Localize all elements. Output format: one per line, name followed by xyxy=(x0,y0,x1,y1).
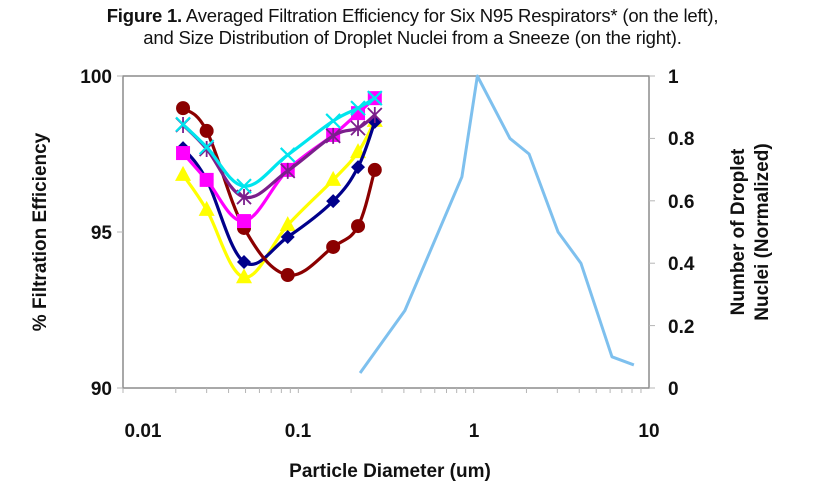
diamond-marker xyxy=(280,229,295,244)
diamond-marker xyxy=(326,194,341,209)
triangle-marker xyxy=(236,268,253,284)
x-marker-shape xyxy=(350,100,366,116)
caption-line-1: Figure 1. Averaged Filtration Efficiency… xyxy=(0,5,825,27)
x-tick-label: 10 xyxy=(638,421,659,442)
figure-caption: Figure 1. Averaged Filtration Efficiency… xyxy=(0,5,825,49)
series-respirator-d xyxy=(176,114,382,269)
square-marker-shape xyxy=(176,146,191,161)
star-marker xyxy=(367,107,383,123)
triangle-marker-shape xyxy=(236,268,253,284)
y2-tick-label: 0.2 xyxy=(668,317,694,338)
triangle-marker-shape xyxy=(279,216,296,232)
x-tick-label: 0.01 xyxy=(125,421,162,442)
circle-marker xyxy=(367,162,382,177)
y2-axis-title-line-2: Nuclei (Normalized) xyxy=(752,143,773,320)
circle-marker-shape xyxy=(326,239,341,254)
tick-labels: 0.01 0.1 1 10 90 95 100 0 0.2 0.4 0.6 0.… xyxy=(80,67,695,442)
square-marker xyxy=(176,146,191,161)
star-marker-shape xyxy=(325,127,341,144)
triangle-marker-shape xyxy=(175,165,192,181)
y2-axis-title-line-1: Number of Droplet xyxy=(728,148,749,315)
x-tick-label: 0.1 xyxy=(285,421,312,442)
triangle-marker xyxy=(279,216,296,232)
x-marker-shape xyxy=(279,147,296,163)
triangle-marker-shape xyxy=(325,170,342,186)
series-respirator-c xyxy=(175,90,383,194)
diamond-marker-shape xyxy=(326,194,341,209)
diamond-marker xyxy=(237,254,252,269)
circle-marker xyxy=(199,123,214,138)
star-marker xyxy=(236,189,252,206)
circle-marker xyxy=(351,219,366,234)
figure-label: Figure 1. xyxy=(106,5,183,26)
caption-line-2: and Size Distribution of Droplet Nuclei … xyxy=(143,27,682,48)
y2-tick-label: 0 xyxy=(668,379,679,400)
x-marker xyxy=(279,147,296,163)
star-marker xyxy=(280,162,296,179)
y-tick-label: 90 xyxy=(91,379,112,400)
sneeze-distribution-line xyxy=(358,74,635,374)
circle-marker-shape xyxy=(351,219,366,234)
circle-marker xyxy=(176,101,191,116)
y2-tick-label: 0.6 xyxy=(668,192,694,213)
x-marker-shape xyxy=(175,116,191,133)
series-layer xyxy=(175,74,635,374)
star-marker xyxy=(350,120,366,137)
circle-marker xyxy=(280,268,295,283)
star-marker-shape xyxy=(236,189,252,206)
triangle-marker-shape xyxy=(198,200,215,216)
y-tick-label: 95 xyxy=(91,223,113,244)
series-respirator-b xyxy=(175,107,383,206)
y2-tick-label: 0.4 xyxy=(668,254,695,275)
triangle-marker xyxy=(175,165,192,181)
x-marker-shape xyxy=(325,113,341,129)
x-marker xyxy=(236,178,252,194)
circle-marker-shape xyxy=(367,162,382,177)
y-tick-label: 100 xyxy=(80,67,112,88)
x-tick-label: 1 xyxy=(469,421,480,442)
x-marker-shape xyxy=(236,178,252,194)
x-marker xyxy=(198,139,215,155)
square-marker-shape xyxy=(199,172,214,187)
square-marker xyxy=(199,172,214,187)
diamond-marker-shape xyxy=(351,160,366,175)
x-axis-title: Particle Diameter (um) xyxy=(289,461,491,482)
circle-marker-shape xyxy=(176,101,191,116)
x-marker xyxy=(350,100,366,116)
diamond-marker-shape xyxy=(237,254,252,269)
triangle-marker xyxy=(325,170,342,186)
star-marker-shape xyxy=(280,162,296,179)
diamond-marker xyxy=(351,160,366,175)
square-marker-shape xyxy=(237,214,252,229)
diamond-marker-shape xyxy=(280,229,295,244)
star-marker-shape xyxy=(367,107,383,123)
x-marker xyxy=(175,116,191,133)
y-axis-title: % Filtration Efficiency xyxy=(30,132,51,331)
axis-ticks xyxy=(117,75,655,393)
star-marker xyxy=(325,127,341,144)
y2-tick-label: 1 xyxy=(668,67,679,88)
x-marker-shape xyxy=(198,139,215,155)
circle-marker-shape xyxy=(199,123,214,138)
x-marker xyxy=(367,90,383,106)
triangle-marker xyxy=(198,200,215,216)
circle-marker xyxy=(326,239,341,254)
y2-tick-label: 0.8 xyxy=(668,129,694,150)
circle-marker-shape xyxy=(280,268,295,283)
caption-text-1: Averaged Filtration Efficiency for Six N… xyxy=(182,5,719,26)
x-marker-shape xyxy=(367,90,383,106)
x-marker xyxy=(325,113,341,129)
star-marker-shape xyxy=(350,120,366,137)
series-line xyxy=(181,96,377,223)
series-respirator-a xyxy=(176,101,382,283)
square-marker xyxy=(237,214,252,229)
